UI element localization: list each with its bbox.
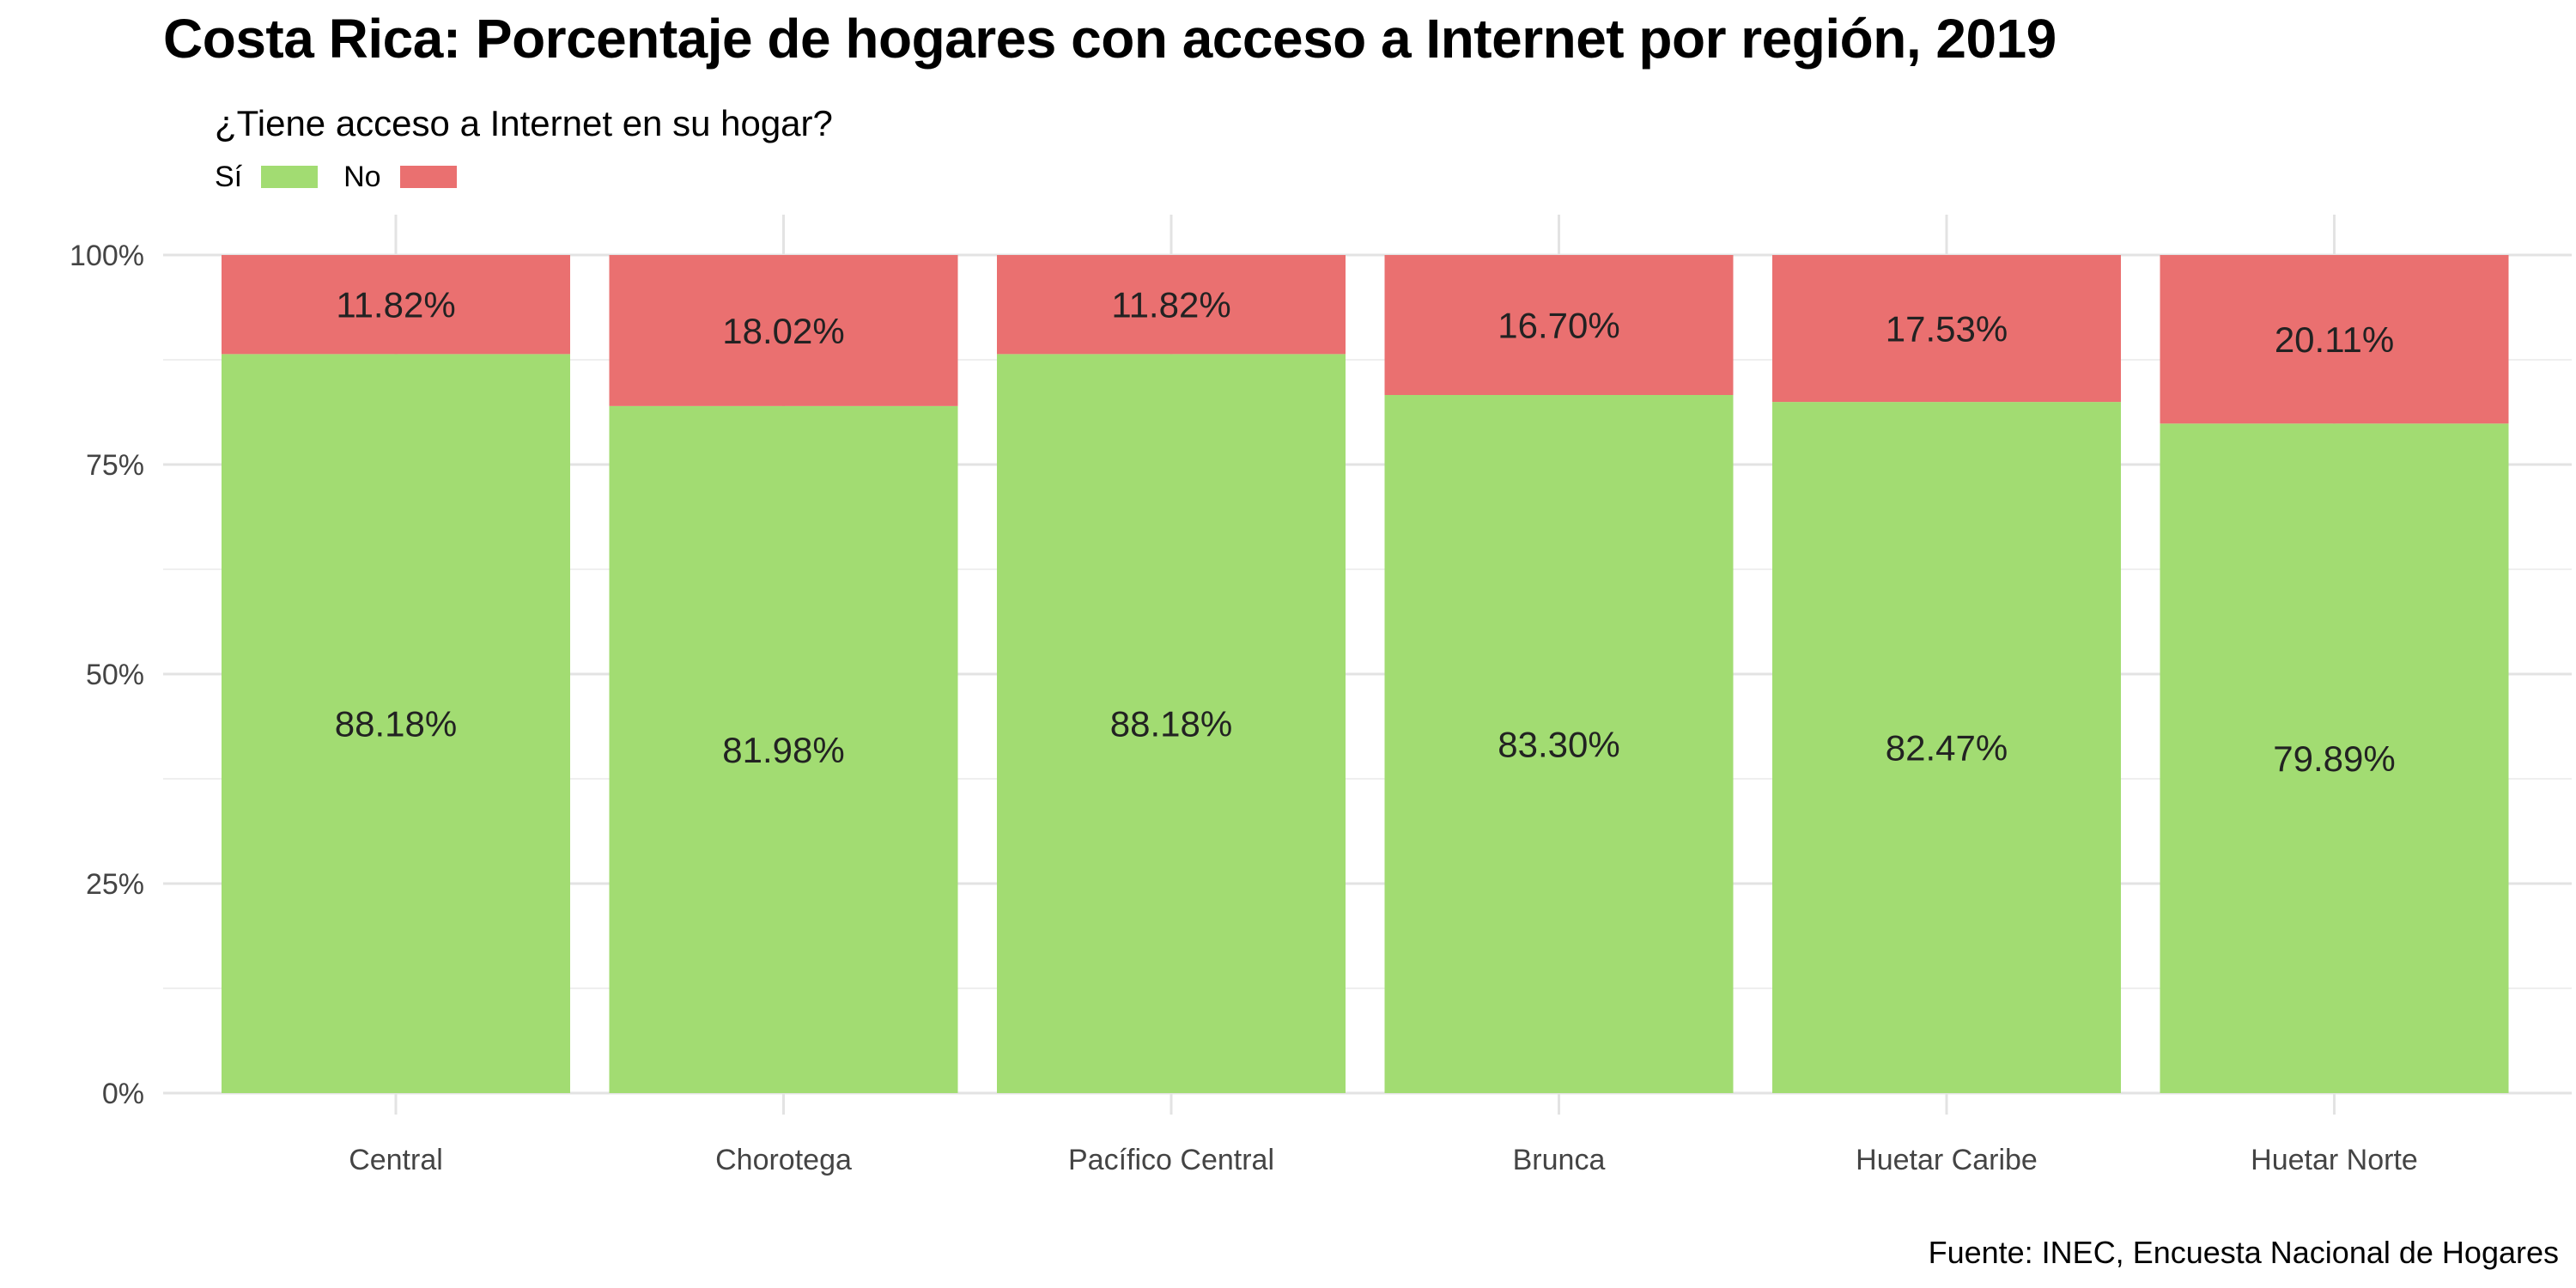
x-tick-label: Huetar Norte <box>2251 1144 2418 1176</box>
data-label-chorotega-si: 81.98% <box>722 730 844 770</box>
data-label-huetar-caribe-si: 82.47% <box>1886 728 2008 769</box>
x-tick-label: Central <box>349 1144 443 1176</box>
bar-huetar-caribe-si <box>1772 402 2121 1094</box>
data-label-pacifico-central-no: 11.82% <box>1111 285 1230 325</box>
data-label-huetar-norte-no: 20.11% <box>2275 319 2394 360</box>
legend-key-no <box>399 166 457 188</box>
chart-title: Costa Rica: Porcentaje de hogares con ac… <box>163 8 2057 70</box>
bar-brunca-si <box>1384 394 1734 1093</box>
data-label-pacifico-central-si: 88.18% <box>1110 704 1232 744</box>
y-tick-label: 100% <box>70 240 144 272</box>
legend: Sí No <box>215 160 483 194</box>
x-tick-label: Huetar Caribe <box>1856 1144 2038 1176</box>
data-label-central-si: 88.18% <box>335 704 457 744</box>
data-label-central-no: 11.82% <box>336 285 455 325</box>
bar-pacifico-central-si <box>997 354 1346 1094</box>
bars <box>222 255 2509 1094</box>
bar-pacifico-central-no <box>997 255 1346 355</box>
bar-central-si <box>222 354 570 1094</box>
bar-huetar-norte-no <box>2160 255 2509 424</box>
data-label-brunca-si: 83.30% <box>1498 724 1619 764</box>
legend-label-si: Sí <box>215 160 243 193</box>
y-axis: 0% 25% 50% 75% 100% <box>70 240 144 1110</box>
bar-chorotega-si <box>609 405 958 1093</box>
x-axis: Central Chorotega Pacífico Central Brunca Hu… <box>349 1144 2418 1176</box>
bar-brunca-no <box>1384 255 1734 395</box>
legend-key-si <box>261 166 319 188</box>
y-tick-label: 25% <box>86 868 144 901</box>
legend-title: ¿Tiene acceso a Internet en su hogar? <box>215 103 833 143</box>
legend-label-no: No <box>343 160 381 193</box>
data-labels: 88.18% 11.82% 81.98% 18.02% 88.18% 11.82% 83.3… <box>335 285 2396 779</box>
data-label-huetar-norte-si: 79.89% <box>2273 738 2395 779</box>
bar-chorotega-no <box>609 255 958 406</box>
data-label-chorotega-no: 18.02% <box>722 311 844 351</box>
data-label-huetar-caribe-no: 17.53% <box>1886 309 2008 349</box>
x-tick-label: Brunca <box>1513 1144 1606 1176</box>
x-tick-label: Chorotega <box>715 1144 852 1176</box>
y-tick-label: 50% <box>86 659 144 691</box>
bar-huetar-norte-si <box>2160 423 2509 1094</box>
data-label-brunca-no: 16.70% <box>1498 305 1619 345</box>
y-tick-label: 0% <box>102 1078 144 1110</box>
bar-huetar-caribe-no <box>1772 255 2121 403</box>
x-tick-label: Pacífico Central <box>1068 1144 1274 1176</box>
y-tick-label: 75% <box>86 449 144 482</box>
bar-central-no <box>222 255 570 355</box>
source-caption: Fuente: INEC, Encuesta Nacional de Hogar… <box>1928 1235 2559 1270</box>
